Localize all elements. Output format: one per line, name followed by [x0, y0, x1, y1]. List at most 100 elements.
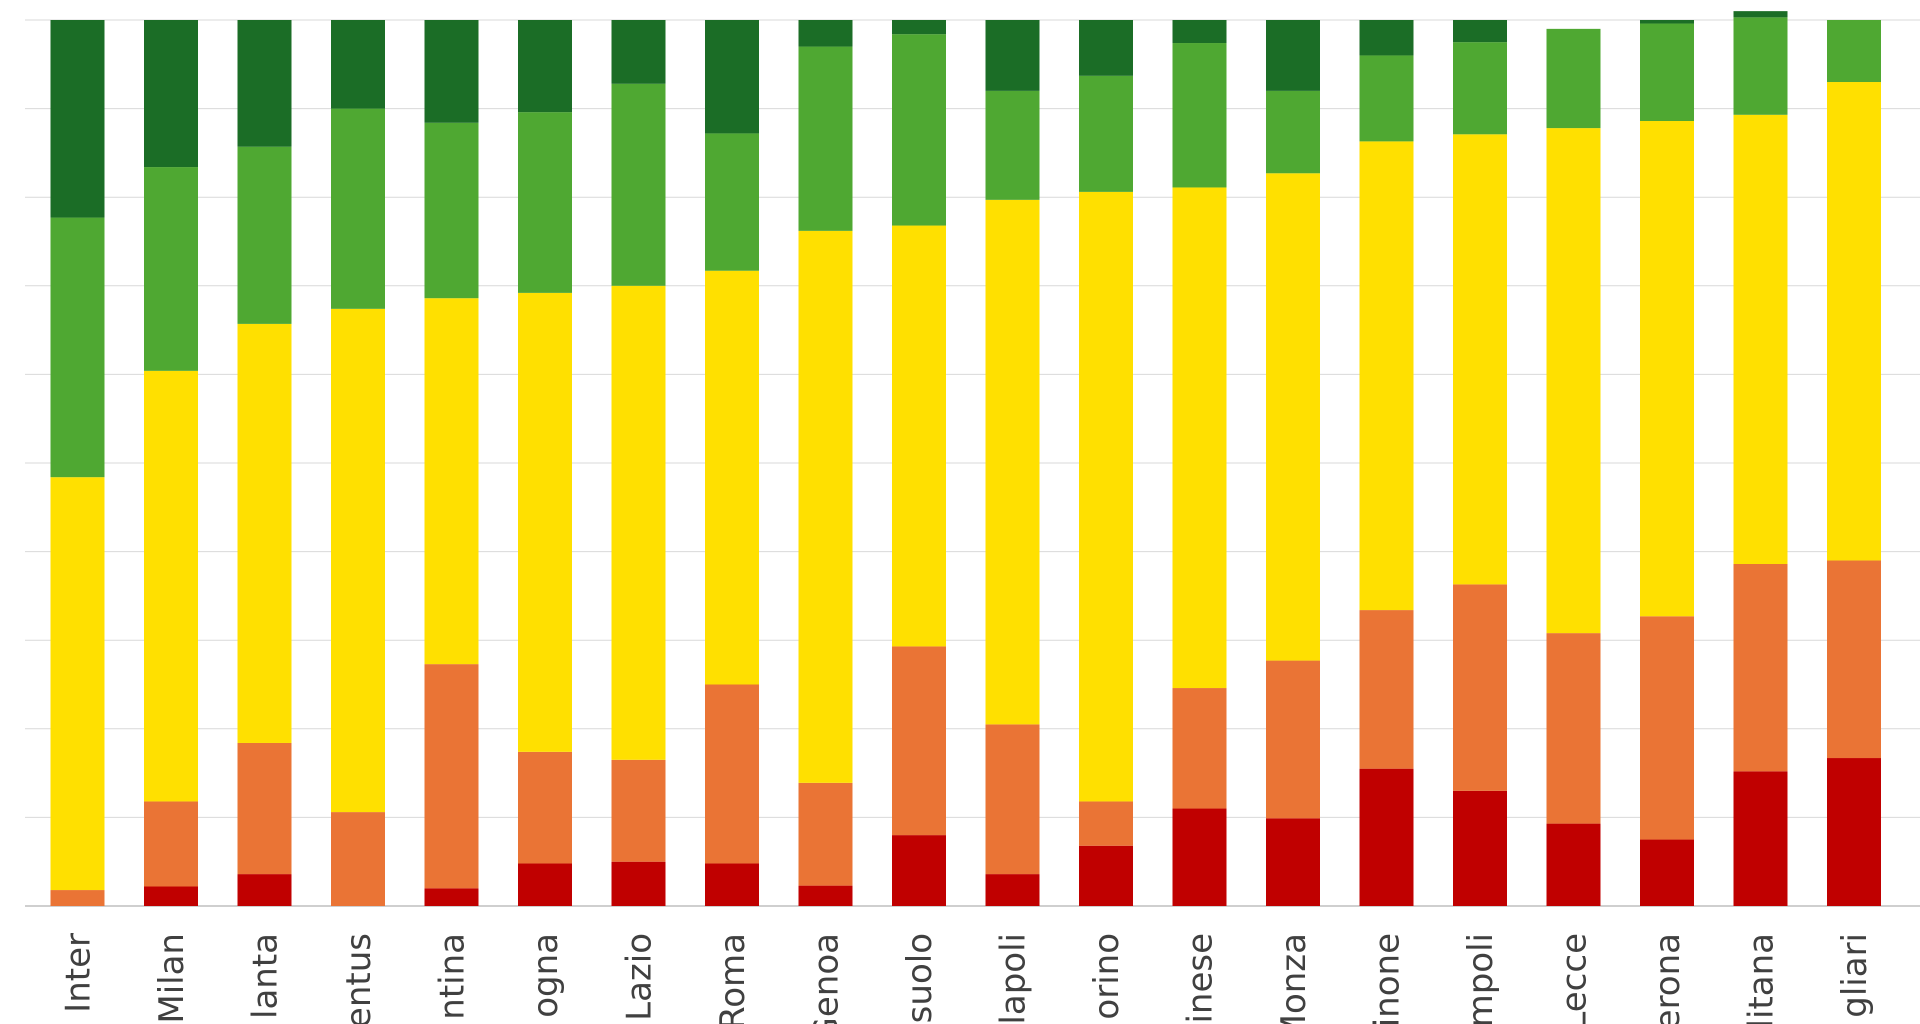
- bar-segment: [1172, 688, 1227, 809]
- bar-segment: [237, 20, 292, 147]
- bar-segment: [1359, 768, 1414, 906]
- bar-segment: [518, 863, 572, 906]
- category-label: mpoli: [1461, 933, 1501, 1024]
- category-label: ogna: [526, 933, 566, 1018]
- bar-stack-cagliari: [1827, 20, 1881, 906]
- bar-segment: [611, 20, 666, 84]
- bar-segment: [1079, 801, 1133, 846]
- bar-segment: [144, 886, 198, 906]
- bar-segment: [798, 20, 853, 47]
- bar-stack-fiorentina: [424, 20, 479, 906]
- bar-segment: [705, 684, 759, 864]
- bar-segment: [1733, 114, 1788, 565]
- bar-segment: [1640, 23, 1694, 122]
- bar-stack-salernitana: [1733, 11, 1788, 906]
- bar-segment: [1640, 839, 1694, 906]
- bar-segment: [892, 20, 946, 35]
- bar-segment: [1546, 633, 1601, 824]
- bar-segment: [424, 888, 479, 906]
- bar-segment: [1453, 584, 1507, 791]
- bar-segment: [331, 108, 385, 309]
- bar-segment: [1079, 191, 1133, 802]
- bar-segment: [705, 20, 759, 134]
- bar-segment: [1733, 17, 1788, 115]
- bar-segment: [50, 890, 105, 906]
- bar-segment: [1359, 20, 1414, 56]
- bar-segment: [1172, 20, 1227, 44]
- bar-segment: [1266, 90, 1320, 174]
- bar-segment: [237, 323, 292, 743]
- bar-segment: [985, 20, 1040, 91]
- bar-segment: [1453, 790, 1507, 906]
- bar-segment: [424, 20, 479, 123]
- bar-segment: [611, 83, 666, 286]
- bar-segment: [1640, 20, 1694, 24]
- bar-stacks: [50, 11, 1881, 906]
- bar-segment: [892, 646, 946, 836]
- bar-segment: [1266, 660, 1320, 819]
- category-label: erona: [1648, 933, 1688, 1024]
- bar-segment: [237, 742, 292, 875]
- bar-segment: [611, 285, 666, 760]
- bar-segment: [1359, 610, 1414, 769]
- bar-stack-lecce: [1546, 28, 1601, 906]
- bar-segment: [518, 112, 572, 293]
- bar-segment: [1733, 564, 1788, 772]
- bar-segment: [237, 874, 292, 906]
- bar-segment: [985, 724, 1040, 875]
- category-label: entus: [339, 933, 379, 1024]
- category-label: lapoli: [994, 933, 1034, 1024]
- bar-stack-monza: [1266, 20, 1320, 906]
- bar-segment: [1453, 42, 1507, 135]
- bar-segment: [1359, 55, 1414, 142]
- bar-stack-inter: [50, 20, 105, 906]
- bar-stack-atalanta: [237, 20, 292, 906]
- bar-segment: [1079, 20, 1133, 76]
- bar-segment: [1079, 845, 1133, 906]
- bar-segment: [1640, 616, 1694, 840]
- bar-stack-udinese: [1172, 20, 1227, 906]
- category-label: gliari: [1835, 933, 1875, 1018]
- bar-segment: [331, 20, 385, 109]
- bar-segment: [424, 298, 479, 665]
- category-label: inese: [1181, 933, 1221, 1024]
- category-label: Genoa: [807, 933, 847, 1024]
- bar-segment: [1172, 187, 1227, 689]
- category-label: Inter: [59, 933, 99, 1013]
- bar-segment: [1640, 121, 1694, 617]
- bar-segment: [50, 20, 105, 218]
- bar-segment: [1546, 823, 1601, 906]
- bar-segment: [424, 122, 479, 299]
- category-label: Milan: [152, 933, 192, 1024]
- bar-segment: [1733, 771, 1788, 906]
- bar-segment: [1733, 11, 1788, 18]
- category-label: Monza: [1274, 933, 1314, 1024]
- category-label: lanta: [246, 933, 286, 1019]
- category-label: ssuolo: [900, 933, 940, 1024]
- bar-segment: [798, 46, 853, 231]
- bar-segment: [50, 477, 105, 891]
- bar-segment: [1827, 20, 1881, 83]
- bar-segment: [1079, 75, 1133, 192]
- bar-segment: [1453, 20, 1507, 43]
- bar-segment: [144, 167, 198, 371]
- category-label: Lazio: [620, 933, 660, 1021]
- bar-stack-lazio: [611, 20, 666, 906]
- bar-segment: [518, 751, 572, 864]
- bar-segment: [237, 146, 292, 324]
- category-label: orino: [1087, 933, 1127, 1020]
- bar-stack-torino: [1079, 20, 1133, 906]
- bar-segment: [1266, 173, 1320, 661]
- bar-segment: [705, 863, 759, 906]
- bar-segment: [144, 370, 198, 802]
- bar-segment: [985, 874, 1040, 906]
- bar-segment: [1172, 43, 1227, 188]
- bar-segment: [892, 835, 946, 906]
- bar-segment: [331, 308, 385, 813]
- bar-segment: [144, 801, 198, 887]
- bar-segment: [1546, 128, 1601, 634]
- bar-segment: [518, 292, 572, 752]
- bar-segment: [1453, 134, 1507, 585]
- bar-segment: [331, 812, 385, 906]
- bar-segment: [424, 664, 479, 889]
